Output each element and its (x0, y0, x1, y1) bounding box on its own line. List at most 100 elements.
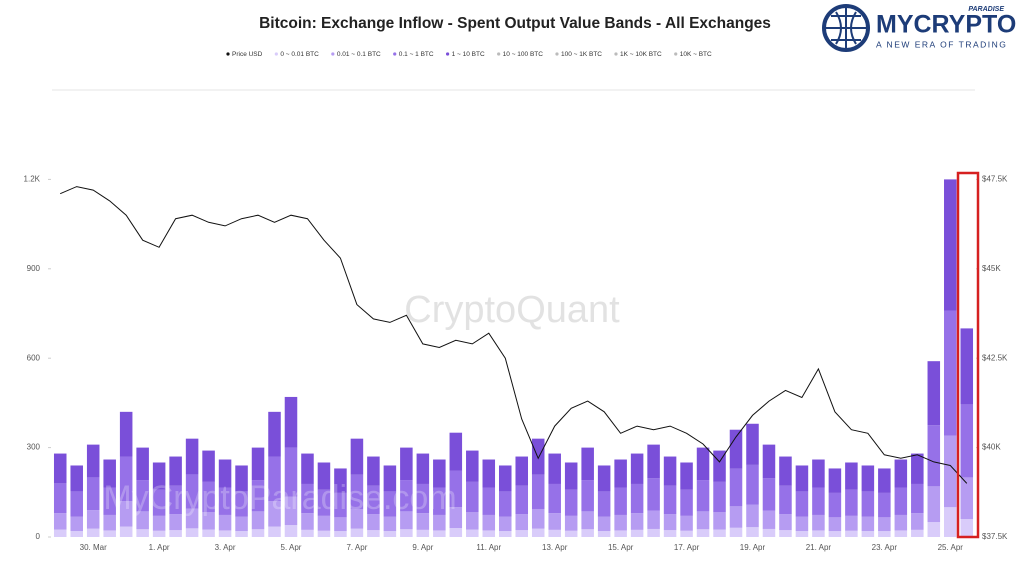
bar-segment (383, 465, 397, 492)
bar-segment (531, 528, 545, 537)
bar-segment (284, 447, 298, 497)
bar-segment (301, 529, 314, 537)
bar-segment (696, 480, 710, 512)
bar-segment (911, 513, 924, 530)
bar-segment (746, 527, 759, 537)
legend-marker (226, 52, 230, 56)
bar-segment (498, 516, 512, 532)
bar-segment (713, 481, 726, 513)
bar-segment (597, 516, 611, 532)
bar-segment (663, 485, 677, 515)
bar-segment (416, 483, 430, 514)
bar-segment (284, 396, 298, 448)
bar-segment (680, 489, 693, 516)
legend-label: 0 ~ 0.01 BTC (280, 51, 319, 58)
legend-marker (274, 52, 278, 56)
bar-segment (845, 489, 858, 516)
logo: MYCRYPTO PARADISE A NEW ERA OF TRADING (822, 4, 1016, 52)
bar-segment (960, 519, 974, 537)
bar-segment (564, 530, 578, 537)
x-tick-label: 9. Apr (412, 543, 433, 552)
bar-segment (828, 517, 842, 532)
bar-segment (531, 438, 545, 475)
bar-segment (746, 464, 759, 505)
bar-segment (466, 529, 479, 537)
bar-segment (746, 504, 759, 528)
y2-tick-label: $47.5K (982, 175, 1008, 184)
bar-segment (614, 514, 627, 531)
bar-segment (515, 485, 529, 515)
bar-segment (433, 514, 446, 531)
bar-segment (927, 486, 941, 523)
bar-segment (317, 462, 331, 490)
bar-segment (960, 328, 974, 405)
bar-segment (367, 485, 380, 515)
bar-segment (729, 468, 743, 507)
bar-segment (960, 477, 974, 520)
bar-segment (169, 485, 182, 515)
bar-segment (136, 511, 149, 530)
bar-segment (317, 489, 331, 516)
legend-marker (614, 52, 618, 56)
bar-segment (449, 507, 463, 529)
bar-segment (284, 525, 298, 537)
bar-segment (268, 411, 281, 457)
bar-segment (482, 487, 496, 515)
bar-segment (779, 456, 792, 486)
bar-segment (218, 459, 232, 488)
bar-segment (927, 522, 941, 537)
bar-segment (86, 477, 100, 511)
logo-name: MYCRYPTO (876, 11, 1016, 39)
legend-label: 10K ~ BTC (680, 51, 712, 58)
legend-label: 1K ~ 10K BTC (620, 51, 662, 58)
x-tick-label: 17. Apr (674, 543, 700, 552)
bar-segment (795, 531, 809, 537)
bar-segment (317, 515, 331, 531)
y2-tick-label: $40K (982, 443, 1001, 452)
logo-tagline: A NEW ERA OF TRADING (876, 39, 1007, 49)
bar-segment (911, 483, 924, 514)
logo-sub: PARADISE (968, 6, 1004, 13)
bar-segment (795, 491, 809, 517)
bar-segment (878, 517, 891, 532)
bar-segment (597, 491, 611, 517)
x-tick-label: 21. Apr (806, 543, 832, 552)
x-tick-label: 23. Apr (872, 543, 898, 552)
bar-segment (878, 468, 891, 493)
y2-tick-label: $45K (982, 264, 1001, 273)
legend-marker (331, 52, 335, 56)
bar-segment (350, 438, 364, 475)
bar-segment (383, 531, 397, 537)
bar-segment (960, 404, 974, 478)
bar-segment (350, 474, 364, 509)
bar-segment (119, 411, 133, 457)
bar-segment (647, 478, 660, 511)
bar-segment (334, 531, 347, 537)
bar-segment (911, 529, 924, 537)
bar-segment (944, 310, 957, 436)
bar-segment (53, 483, 67, 514)
bar-segment (53, 529, 67, 537)
bar-segment (301, 513, 314, 530)
bar-segment (564, 515, 578, 531)
bar-segment (630, 483, 644, 514)
bar-segment (564, 462, 578, 490)
bar-segment (647, 444, 660, 479)
bar-segment (350, 508, 364, 529)
bar-segment (433, 530, 446, 537)
bar-segment (416, 513, 430, 530)
bar-segment (779, 530, 792, 537)
bar-segment (152, 489, 166, 516)
bar-segment (218, 487, 232, 515)
bar-segment (647, 528, 660, 537)
watermark-site: MyCryptoParadise.com (103, 479, 456, 517)
bar-segment (103, 487, 116, 515)
bar-segment (581, 529, 594, 537)
bar-segment (103, 459, 116, 488)
bar-segment (894, 487, 908, 515)
bar-segment (301, 453, 314, 484)
bar-segment (169, 456, 182, 486)
bar-segment (878, 531, 891, 537)
bar-segment (729, 429, 743, 469)
x-tick-label: 1. Apr (149, 543, 170, 552)
